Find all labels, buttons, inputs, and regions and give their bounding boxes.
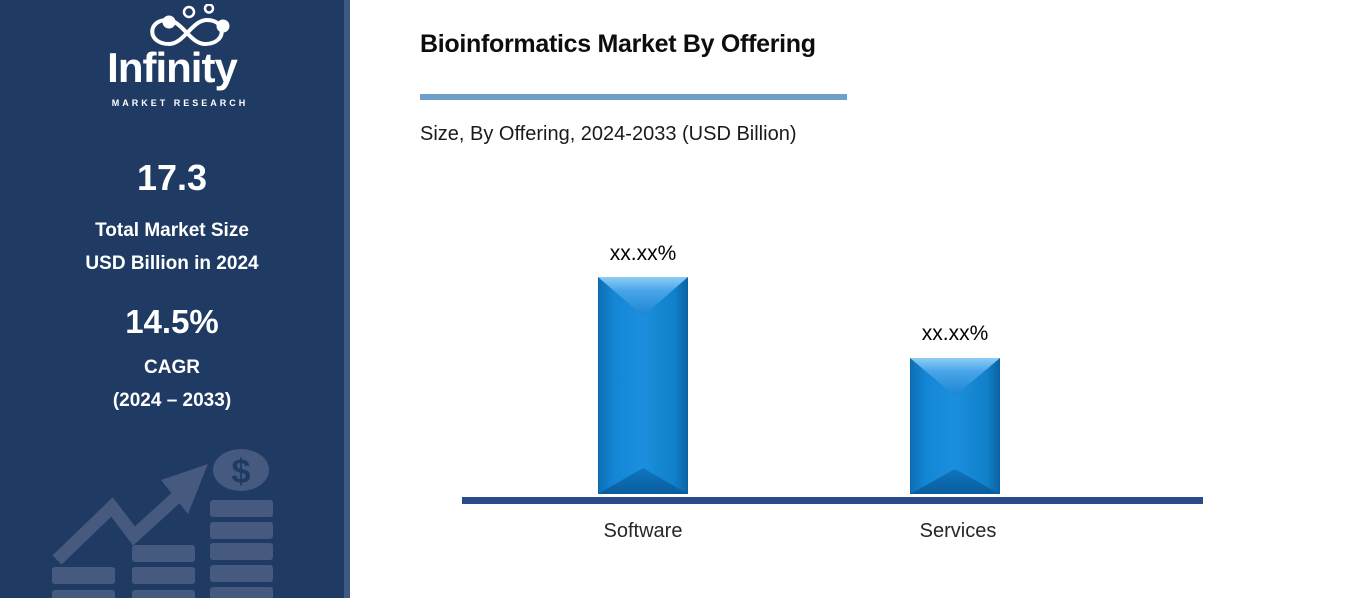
stat-value: 17.3 xyxy=(136,157,208,198)
brand-tagline: MARKET RESEARCH xyxy=(111,98,249,108)
stat-value: 14.5% xyxy=(125,303,219,340)
growth-chart-watermark-icon: $ xyxy=(52,449,273,598)
bar-services xyxy=(910,358,1000,494)
stat-caption-line: (2024 – 2033) xyxy=(112,390,232,411)
stat-caption-line: USD Billion in 2024 xyxy=(85,253,259,274)
dollar-symbol: $ xyxy=(232,453,251,491)
chart-baseline xyxy=(462,497,1203,504)
chart-subtitle: Size, By Offering, 2024-2033 (USD Billio… xyxy=(420,123,797,145)
stat-cagr: 14.5% CAGR (2024 – 2033) xyxy=(0,300,344,417)
stat-total-market-size: 17.3 Total Market Size USD Billion in 20… xyxy=(0,156,344,280)
infinity-symbol-icon xyxy=(150,4,230,47)
bar-value-label-services: xx.xx% xyxy=(921,322,989,345)
bar-software xyxy=(598,277,688,494)
brand-logo: Infinity MARKET RESEARCH xyxy=(97,4,247,108)
page-title: Bioinformatics Market By Offering xyxy=(420,30,816,58)
title-underline xyxy=(420,94,847,100)
brand-name: Infinity xyxy=(107,44,238,91)
dollar-coin-icon xyxy=(213,449,269,491)
trend-arrow-icon xyxy=(161,464,208,514)
category-label-services: Services xyxy=(919,520,997,542)
stat-caption-line: CAGR xyxy=(144,357,200,378)
stat-caption-line: Total Market Size xyxy=(95,220,249,241)
sidebar: Infinity MARKET RESEARCH 17.3 Total Mark… xyxy=(0,0,350,598)
bar-value-label-software: xx.xx% xyxy=(609,242,677,265)
category-label-software: Software xyxy=(603,520,683,542)
